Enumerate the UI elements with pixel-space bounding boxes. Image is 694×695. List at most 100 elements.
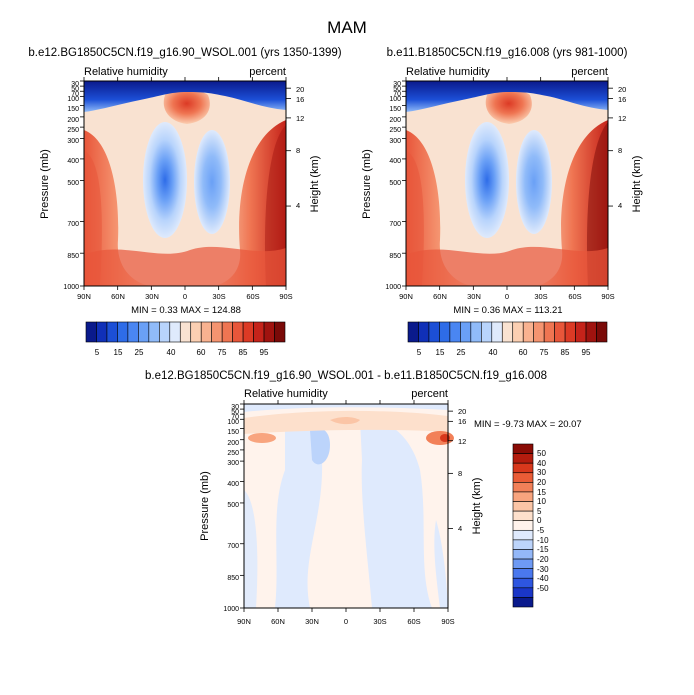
y-tick-label: 300 bbox=[227, 460, 239, 467]
colorbar-swatch bbox=[470, 321, 482, 343]
colorbar-swatch bbox=[418, 321, 430, 343]
y-right-tick-label: 12 bbox=[458, 437, 466, 446]
colorbar-swatch bbox=[428, 321, 440, 343]
colorbar-swatch bbox=[512, 520, 534, 531]
y-axis-right: 20 16 12 8 4 bbox=[618, 85, 626, 210]
y-right-tick-label: 4 bbox=[296, 201, 300, 210]
colorbar-swatch bbox=[148, 321, 160, 343]
colorbar-label: 95 bbox=[260, 348, 269, 357]
colorbar-swatch bbox=[512, 453, 534, 464]
contour-field bbox=[406, 81, 608, 286]
colorbar-swatch bbox=[242, 321, 254, 343]
y-right-tick-label: 20 bbox=[296, 85, 304, 94]
y-right-tick-label: 16 bbox=[296, 95, 304, 104]
subtitle-left: Relative humidity bbox=[406, 66, 490, 78]
colorbar-label: 25 bbox=[457, 348, 466, 357]
y-tick-label: 700 bbox=[389, 221, 401, 228]
y-axis-label: Pressure (mb) bbox=[39, 149, 51, 219]
y-tick-label: 30 bbox=[231, 404, 239, 411]
y-tick-label: 30 bbox=[71, 81, 79, 88]
colorbar-swatch bbox=[138, 321, 150, 343]
colorbar-label: 75 bbox=[218, 348, 227, 357]
y-tick-label: 250 bbox=[227, 450, 239, 457]
colorbar-swatch bbox=[512, 462, 534, 474]
colorbar-swatch bbox=[512, 501, 534, 512]
x-tick-label: 30N bbox=[145, 292, 159, 301]
y-tick-label: 850 bbox=[389, 253, 401, 260]
x-tick-label: 60N bbox=[111, 292, 125, 301]
x-tick-label: 90N bbox=[399, 292, 413, 301]
colorbar-swatch bbox=[200, 321, 212, 343]
colorbar-swatch bbox=[263, 321, 275, 343]
y-tick-label: 1000 bbox=[63, 284, 79, 291]
panel-bottom: b.e12.BG1850C5CN.f19_g16.90_WSOL.001 - b… bbox=[145, 370, 582, 626]
min-max-readout: MIN = 0.33 MAX = 124.88 bbox=[131, 305, 241, 316]
colorbar-swatch bbox=[512, 321, 524, 343]
y-right-tick-label: 16 bbox=[618, 95, 626, 104]
y-tick-label: 100 bbox=[67, 96, 79, 103]
colorbar-swatch bbox=[512, 443, 534, 454]
colorbar-swatch bbox=[512, 549, 534, 560]
y-tick-label: 400 bbox=[67, 158, 79, 165]
colorbar-swatch bbox=[533, 321, 545, 343]
y-right-tick-label: 12 bbox=[296, 114, 304, 123]
colorbar-swatch bbox=[512, 491, 534, 502]
y-tick-label: 200 bbox=[227, 440, 239, 447]
x-tick-label: 0 bbox=[505, 292, 509, 301]
x-tick-label: 0 bbox=[183, 292, 187, 301]
x-tick-label: 60N bbox=[433, 292, 447, 301]
colorbar-swatch bbox=[460, 321, 472, 343]
y-axis-label: Pressure (mb) bbox=[361, 149, 373, 219]
y-right-tick-label: 8 bbox=[296, 146, 300, 155]
colorbar-swatch bbox=[449, 321, 461, 343]
colorbar-label: 75 bbox=[540, 348, 549, 357]
y-tick-label: 50 bbox=[231, 409, 239, 416]
y-axis-right-label: Height (km) bbox=[309, 156, 321, 213]
y-tick-label: 70 bbox=[71, 91, 79, 98]
x-tick-label: 90N bbox=[237, 617, 251, 626]
colorbar-swatch bbox=[481, 321, 493, 343]
colorbar-swatch bbox=[554, 321, 566, 343]
colorbar-swatch bbox=[543, 321, 555, 343]
y-axis-label: Pressure (mb) bbox=[199, 471, 211, 541]
colorbar-swatch bbox=[596, 321, 608, 343]
y-tick-label: 700 bbox=[227, 543, 239, 550]
y-tick-label: 850 bbox=[227, 575, 239, 582]
colorbar-swatch bbox=[106, 321, 118, 343]
x-tick-label: 0 bbox=[344, 617, 348, 626]
colorbar-label: 40 bbox=[489, 348, 498, 357]
x-tick-label: 30S bbox=[534, 292, 547, 301]
colorbar-label: 15 bbox=[114, 348, 123, 357]
colorbar-swatch bbox=[211, 321, 223, 343]
colorbar-label: 20 bbox=[537, 478, 546, 487]
colorbar-labels: 5 15 25 40 60 75 85 95 bbox=[417, 348, 591, 357]
colorbar-swatch bbox=[585, 321, 597, 343]
colorbar-label: -15 bbox=[537, 545, 549, 554]
panel-title: b.e12.BG1850C5CN.f19_g16.90_WSOL.001 (yr… bbox=[28, 47, 341, 59]
colorbar-swatch bbox=[179, 321, 192, 343]
y-tick-label: 250 bbox=[389, 127, 401, 134]
colorbar-swatch bbox=[159, 321, 171, 343]
colorbar-swatch bbox=[512, 529, 534, 541]
x-tick-label: 90S bbox=[279, 292, 292, 301]
colorbar-swatch bbox=[407, 321, 419, 343]
y-tick-label: 500 bbox=[389, 180, 401, 187]
x-tick-label: 90N bbox=[77, 292, 91, 301]
figure-title: MAM bbox=[327, 18, 367, 37]
x-tick-label: 30S bbox=[373, 617, 386, 626]
colorbar-swatch bbox=[221, 321, 233, 343]
colorbar-label: 95 bbox=[582, 348, 591, 357]
colorbar-swatch bbox=[169, 321, 181, 343]
y-right-tick-label: 4 bbox=[458, 524, 462, 533]
y-tick-label: 150 bbox=[227, 429, 239, 436]
y-right-tick-label: 12 bbox=[618, 114, 626, 123]
y-tick-label: 100 bbox=[389, 96, 401, 103]
colorbar-label: -50 bbox=[537, 584, 549, 593]
x-axis: 90N 60N 30N 0 30S 60S 90S bbox=[77, 292, 293, 301]
y-axis-right: 20 16 12 8 4 bbox=[458, 407, 466, 533]
colorbar-swatch bbox=[512, 510, 534, 522]
colorbar-swatch bbox=[439, 321, 451, 343]
colorbar-swatch bbox=[512, 587, 534, 598]
panel-top-left: b.e12.BG1850C5CN.f19_g16.90_WSOL.001 (yr… bbox=[28, 47, 341, 357]
x-tick-label: 60S bbox=[246, 292, 259, 301]
